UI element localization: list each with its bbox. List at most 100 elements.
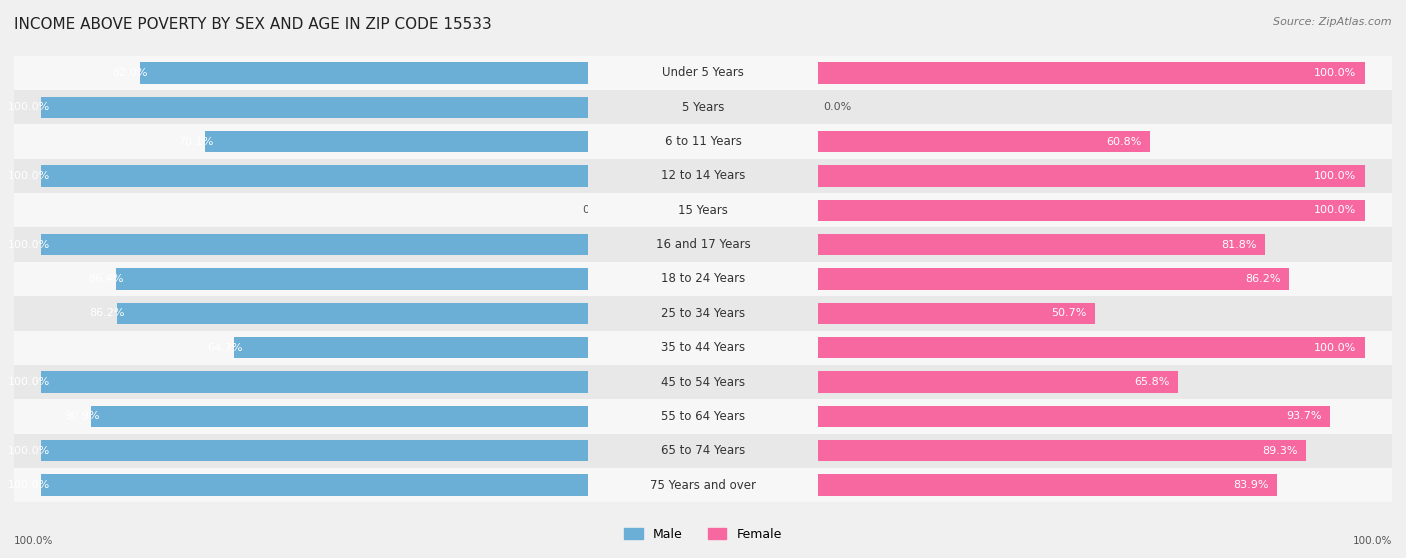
Bar xyxy=(235,337,588,358)
Text: 75 Years and over: 75 Years and over xyxy=(650,479,756,492)
Bar xyxy=(818,296,1392,330)
Text: 100.0%: 100.0% xyxy=(7,446,49,456)
Bar xyxy=(14,124,588,159)
Bar xyxy=(588,468,818,502)
Bar xyxy=(818,131,1150,152)
Text: 60.8%: 60.8% xyxy=(1107,137,1142,147)
Bar xyxy=(818,372,1178,393)
Text: 100.0%: 100.0% xyxy=(7,240,49,249)
Bar xyxy=(115,268,588,290)
Bar xyxy=(588,228,818,262)
Text: 100.0%: 100.0% xyxy=(1315,343,1357,353)
Bar xyxy=(818,330,1392,365)
Bar xyxy=(588,262,818,296)
Text: 50.7%: 50.7% xyxy=(1052,309,1087,318)
Bar xyxy=(41,474,588,496)
Text: 65 to 74 Years: 65 to 74 Years xyxy=(661,444,745,457)
Text: Source: ZipAtlas.com: Source: ZipAtlas.com xyxy=(1274,17,1392,27)
Legend: Male, Female: Male, Female xyxy=(619,523,787,546)
Bar xyxy=(588,399,818,434)
Bar xyxy=(14,296,588,330)
Bar xyxy=(14,262,588,296)
Bar xyxy=(14,159,588,193)
Text: Under 5 Years: Under 5 Years xyxy=(662,66,744,79)
Bar xyxy=(14,365,588,399)
Text: 100.0%: 100.0% xyxy=(1353,536,1392,546)
Bar xyxy=(818,365,1392,399)
Bar xyxy=(41,165,588,186)
Text: 100.0%: 100.0% xyxy=(1315,171,1357,181)
Bar xyxy=(91,406,588,427)
Bar xyxy=(818,159,1392,193)
Text: 100.0%: 100.0% xyxy=(1315,68,1357,78)
Bar xyxy=(818,434,1392,468)
Text: 90.9%: 90.9% xyxy=(63,411,100,421)
Bar xyxy=(818,234,1265,256)
Bar xyxy=(588,90,818,124)
Text: 100.0%: 100.0% xyxy=(7,171,49,181)
Bar xyxy=(588,159,818,193)
Text: 25 to 34 Years: 25 to 34 Years xyxy=(661,307,745,320)
Bar xyxy=(818,124,1392,159)
Bar xyxy=(588,56,818,90)
Bar xyxy=(818,302,1095,324)
Text: 100.0%: 100.0% xyxy=(7,377,49,387)
Text: 6 to 11 Years: 6 to 11 Years xyxy=(665,135,741,148)
Bar xyxy=(14,399,588,434)
Bar xyxy=(818,228,1392,262)
Bar xyxy=(588,193,818,228)
Bar xyxy=(41,372,588,393)
Text: 15 Years: 15 Years xyxy=(678,204,728,217)
Bar xyxy=(818,193,1392,228)
Bar xyxy=(14,193,588,228)
Bar xyxy=(818,406,1330,427)
Text: 65.8%: 65.8% xyxy=(1135,377,1170,387)
Bar xyxy=(588,296,818,330)
Text: 100.0%: 100.0% xyxy=(7,480,49,490)
Text: 86.2%: 86.2% xyxy=(1246,274,1281,284)
Bar xyxy=(818,200,1365,221)
Bar xyxy=(41,97,588,118)
Bar xyxy=(818,337,1365,358)
Bar xyxy=(818,62,1365,84)
Bar xyxy=(818,56,1392,90)
Text: 81.8%: 81.8% xyxy=(1222,240,1257,249)
Text: 18 to 24 Years: 18 to 24 Years xyxy=(661,272,745,286)
Bar xyxy=(818,440,1306,461)
Bar xyxy=(41,234,588,256)
Bar xyxy=(818,90,1392,124)
Text: INCOME ABOVE POVERTY BY SEX AND AGE IN ZIP CODE 15533: INCOME ABOVE POVERTY BY SEX AND AGE IN Z… xyxy=(14,17,492,32)
Text: 64.7%: 64.7% xyxy=(207,343,243,353)
Bar xyxy=(588,330,818,365)
Text: 83.9%: 83.9% xyxy=(1233,480,1268,490)
Bar xyxy=(14,228,588,262)
Text: 35 to 44 Years: 35 to 44 Years xyxy=(661,341,745,354)
Text: 16 and 17 Years: 16 and 17 Years xyxy=(655,238,751,251)
Text: 89.3%: 89.3% xyxy=(1263,446,1298,456)
Bar xyxy=(818,262,1392,296)
Text: 86.2%: 86.2% xyxy=(90,309,125,318)
Text: 12 to 14 Years: 12 to 14 Years xyxy=(661,170,745,182)
Text: 100.0%: 100.0% xyxy=(14,536,53,546)
Bar xyxy=(139,62,588,84)
Bar xyxy=(588,365,818,399)
Bar xyxy=(818,468,1392,502)
Bar xyxy=(588,124,818,159)
Bar xyxy=(14,90,588,124)
Text: 0.0%: 0.0% xyxy=(824,102,852,112)
Bar xyxy=(205,131,588,152)
Text: 100.0%: 100.0% xyxy=(7,102,49,112)
Text: 0.0%: 0.0% xyxy=(582,205,612,215)
Text: 82.0%: 82.0% xyxy=(112,68,148,78)
Text: 5 Years: 5 Years xyxy=(682,101,724,114)
Bar xyxy=(14,330,588,365)
Bar xyxy=(818,399,1392,434)
Text: 55 to 64 Years: 55 to 64 Years xyxy=(661,410,745,423)
Text: 45 to 54 Years: 45 to 54 Years xyxy=(661,376,745,388)
Bar xyxy=(818,165,1365,186)
Text: 100.0%: 100.0% xyxy=(1315,205,1357,215)
Bar xyxy=(818,474,1277,496)
Bar xyxy=(14,434,588,468)
Text: 86.4%: 86.4% xyxy=(89,274,124,284)
Bar xyxy=(588,434,818,468)
